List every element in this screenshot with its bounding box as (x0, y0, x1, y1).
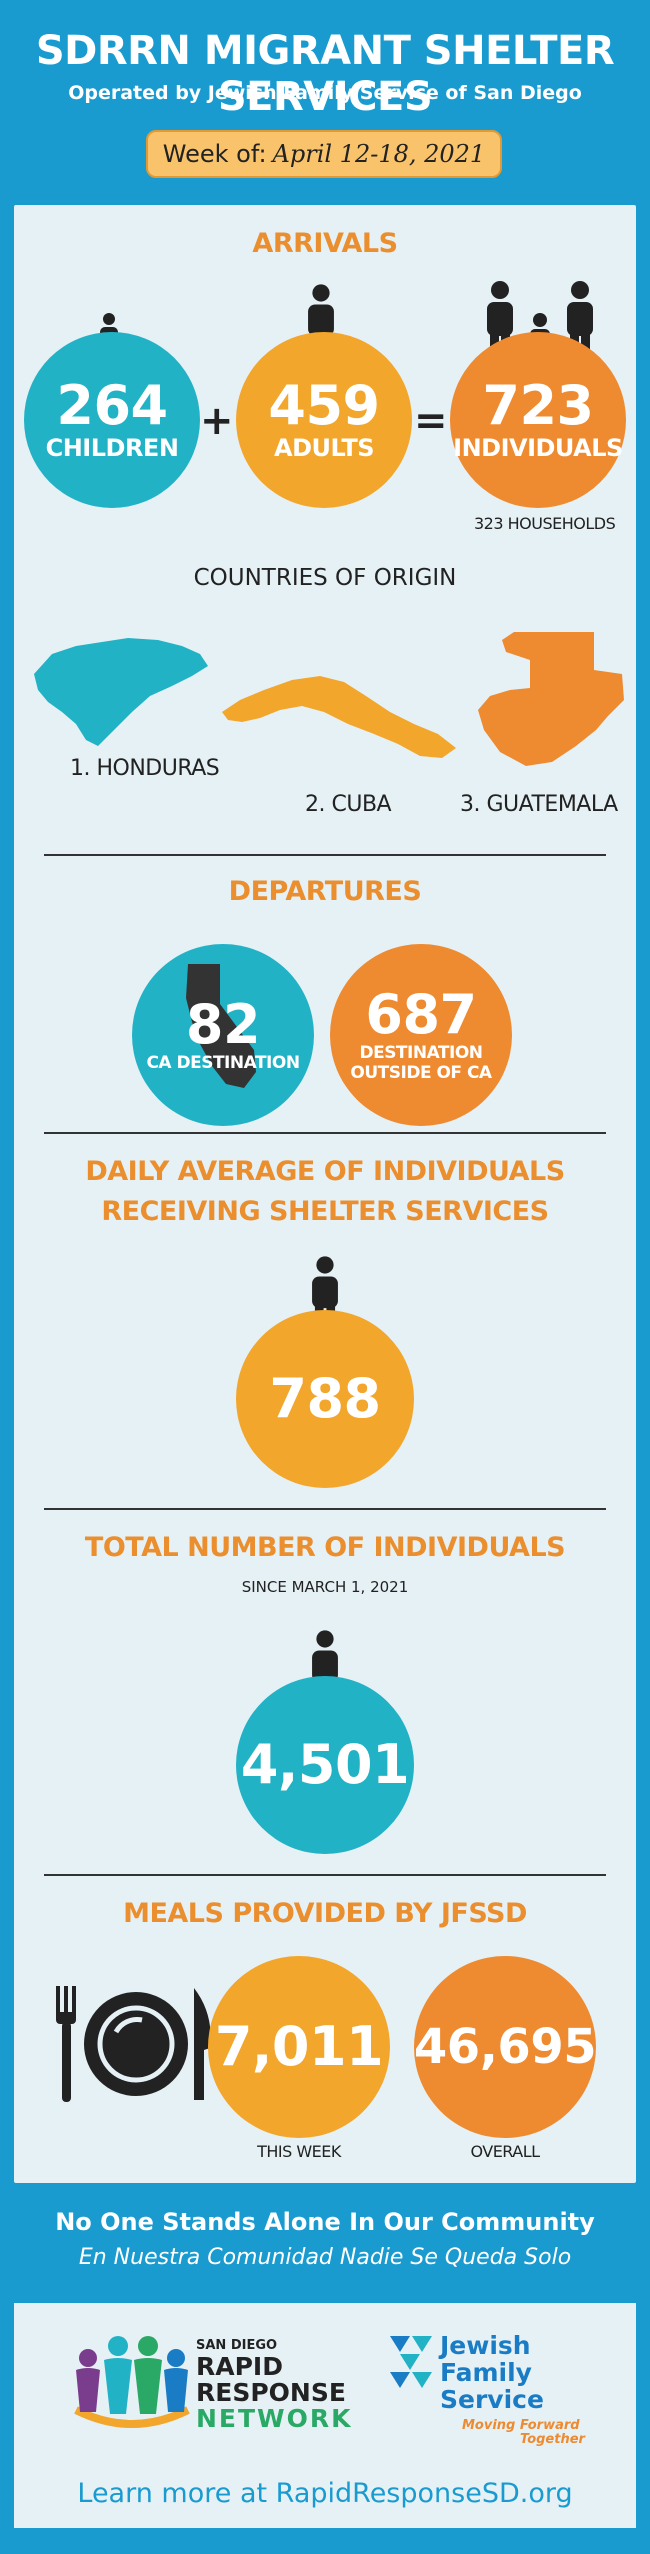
learn-more-link[interactable]: Learn more at RapidResponseSD.org (77, 2478, 573, 2509)
meals-week-value: 7,011 (214, 2015, 384, 2078)
total-circle: 4,501 (236, 1676, 414, 1854)
individuals-label: INDIVIDUALS (453, 434, 623, 462)
honduras-map-icon (34, 638, 208, 746)
rrn-logo (74, 2336, 190, 2428)
outside-ca-label-1: DESTINATION (359, 1043, 483, 1063)
rrn-line-3: NETWORK (196, 2404, 353, 2433)
meals-overall-value: 46,695 (413, 2019, 597, 2075)
jfs-line-1: Jewish (440, 2331, 531, 2360)
meals-title: MEALS PROVIDED BY JFSSD (123, 1898, 527, 1929)
departures-title: DEPARTURES (228, 876, 422, 907)
meals-week-label: THIS WEEK (257, 2142, 341, 2161)
cuba-map-icon (222, 676, 456, 758)
daily-title-1: DAILY AVERAGE OF INDIVIDUALS (85, 1156, 565, 1187)
rrn-line-2: RESPONSE (196, 2378, 346, 2407)
individuals-value: 723 (482, 374, 594, 437)
origin-title: COUNTRIES OF ORIGIN (193, 565, 457, 591)
section-divider (44, 1508, 606, 1510)
header-title: SDRRN MIGRANT SHELTER SERVICES (35, 28, 615, 120)
adults-circle: 459 ADULTS (236, 332, 412, 508)
country-1: 1. HONDURAS (70, 756, 220, 781)
daily-average-circle: 788 (236, 1310, 414, 1488)
outside-ca-label-2: OUTSIDE OF CA (350, 1063, 492, 1083)
outside-ca-circle: 687 DESTINATION OUTSIDE OF CA (330, 944, 512, 1126)
header-subtitle: Operated by Jewish Family Service of San… (68, 82, 582, 104)
country-2: 2. CUBA (305, 792, 392, 817)
children-label: CHILDREN (45, 434, 179, 462)
meals-overall-label: OVERALL (470, 2142, 540, 2161)
ca-destination-label: CA DESTINATION (146, 1053, 300, 1073)
jfs-tagline-2: Together (520, 2432, 585, 2447)
week-dates: April 12-18, 2021 (272, 140, 486, 168)
total-value: 4,501 (240, 1733, 410, 1796)
ca-destination-value: 82 (185, 993, 261, 1056)
arrivals-title: ARRIVALS (252, 228, 398, 259)
jfs-line-2: Family (440, 2358, 532, 2387)
section-divider (44, 1874, 606, 1876)
country-3: 3. GUATEMALA (460, 792, 618, 817)
total-title: TOTAL NUMBER OF INDIVIDUALS (84, 1532, 566, 1563)
guatemala-map-icon (478, 632, 624, 766)
rrn-small-text: SAN DIEGO (196, 2338, 278, 2353)
tagline-spanish: En Nuestra Comunidad Nadie Se Queda Solo (78, 2245, 572, 2270)
rrn-line-1: RAPID (196, 2352, 283, 2381)
fork-plate-knife-icon (56, 1986, 211, 2102)
daily-average-value: 788 (269, 1367, 381, 1430)
children-value: 264 (56, 374, 168, 437)
meals-overall-circle: 46,695 (413, 1956, 597, 2138)
children-circle: 264 CHILDREN (24, 332, 200, 508)
tagline-english: No One Stands Alone In Our Community (55, 2208, 595, 2236)
jfs-tagline-1: Moving Forward (462, 2418, 580, 2433)
daily-title-2: RECEIVING SHELTER SERVICES (101, 1196, 549, 1227)
adults-label: ADULTS (274, 434, 374, 462)
jfs-line-3: Service (440, 2385, 544, 2414)
jfs-logo (390, 2336, 432, 2388)
ca-destination-circle: 82 CA DESTINATION (132, 944, 314, 1126)
plus-sign: + (200, 398, 234, 444)
total-since: SINCE MARCH 1, 2021 (241, 1578, 409, 1596)
california-map-icon (186, 964, 256, 1088)
week-badge: Week of: April 12-18, 2021 (146, 130, 502, 178)
households-count: 323 HOUSEHOLDS (474, 514, 616, 533)
individuals-circle: 723 INDIVIDUALS (450, 332, 626, 508)
equals-sign: = (414, 398, 448, 444)
week-label: Week of: (162, 140, 267, 168)
outside-ca-value: 687 (365, 983, 477, 1046)
section-divider (44, 854, 606, 856)
meals-week-circle: 7,011 (208, 1956, 390, 2138)
section-divider (44, 1132, 606, 1134)
adults-value: 459 (268, 374, 380, 437)
